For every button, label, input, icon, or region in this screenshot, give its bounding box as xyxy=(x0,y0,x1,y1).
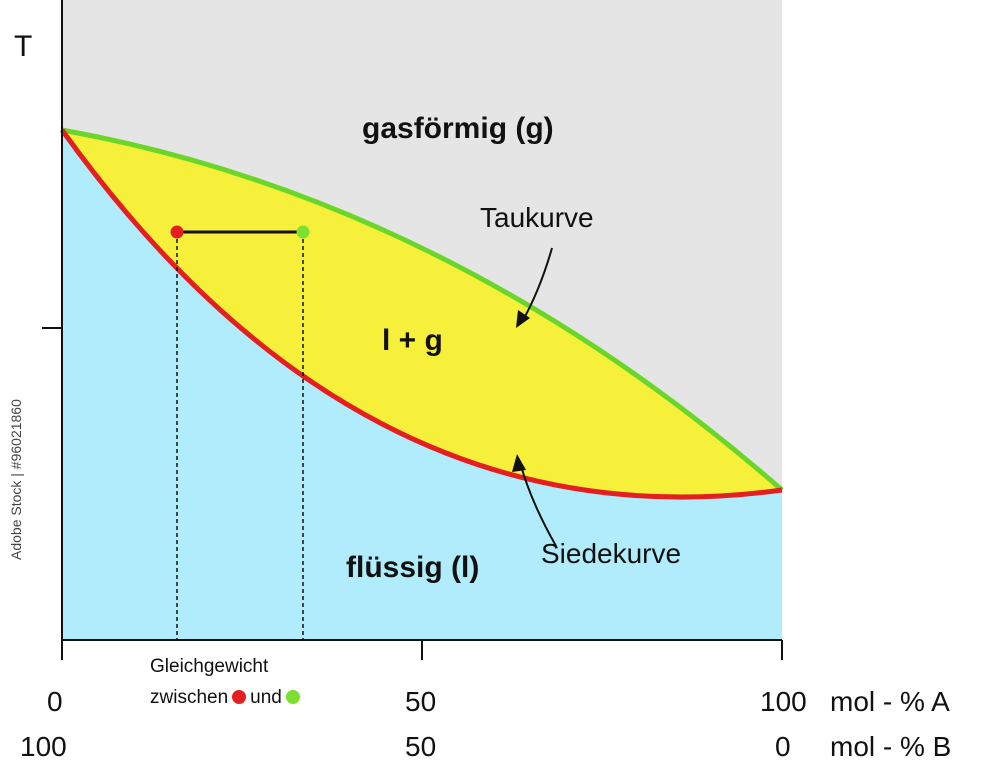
liquid-point xyxy=(170,225,184,239)
dew-arrowhead xyxy=(516,310,530,328)
two-phase-region-label: l + g xyxy=(382,324,443,357)
stock-watermark: Adobe Stock | #96021860 xyxy=(8,399,24,560)
x-axis-b-left: 100 xyxy=(20,731,67,762)
vapor-point xyxy=(296,225,310,239)
x-axis-a-right: 100 xyxy=(760,686,807,717)
x-axis-a-left: 0 xyxy=(47,686,63,717)
liquid-region xyxy=(62,130,782,640)
boiling-curve-label: Siedekurve xyxy=(541,538,682,569)
liquid-region-label: flüssig (l) xyxy=(346,551,480,584)
y-axis-label: T xyxy=(14,30,33,63)
dew-curve xyxy=(61,127,784,492)
x-axis-a-mid: 50 xyxy=(405,686,437,717)
equilibrium-note-line2: zwischen und xyxy=(150,688,304,707)
x-axis-b-mid: 50 xyxy=(405,731,437,762)
equilibrium-note-line1: Gleichgewicht xyxy=(150,656,269,677)
x-axis-b-right: 0 xyxy=(775,731,791,762)
green-dot-icon xyxy=(285,690,300,704)
x-axis-b-unit: mol - % B xyxy=(830,731,952,762)
equilibrium-note-prefix: zwischen xyxy=(150,687,229,708)
boiling-arrowhead xyxy=(512,454,526,472)
x-axis-a-unit: mol - % A xyxy=(830,686,950,717)
equilibrium-note-mid: und xyxy=(250,687,282,708)
boiling-curve xyxy=(59,128,783,500)
gas-region-label: gasförmig (g) xyxy=(362,112,554,145)
dew-curve-label: Taukurve xyxy=(480,202,594,233)
red-dot-icon xyxy=(232,690,247,704)
two-phase-region xyxy=(62,130,782,498)
